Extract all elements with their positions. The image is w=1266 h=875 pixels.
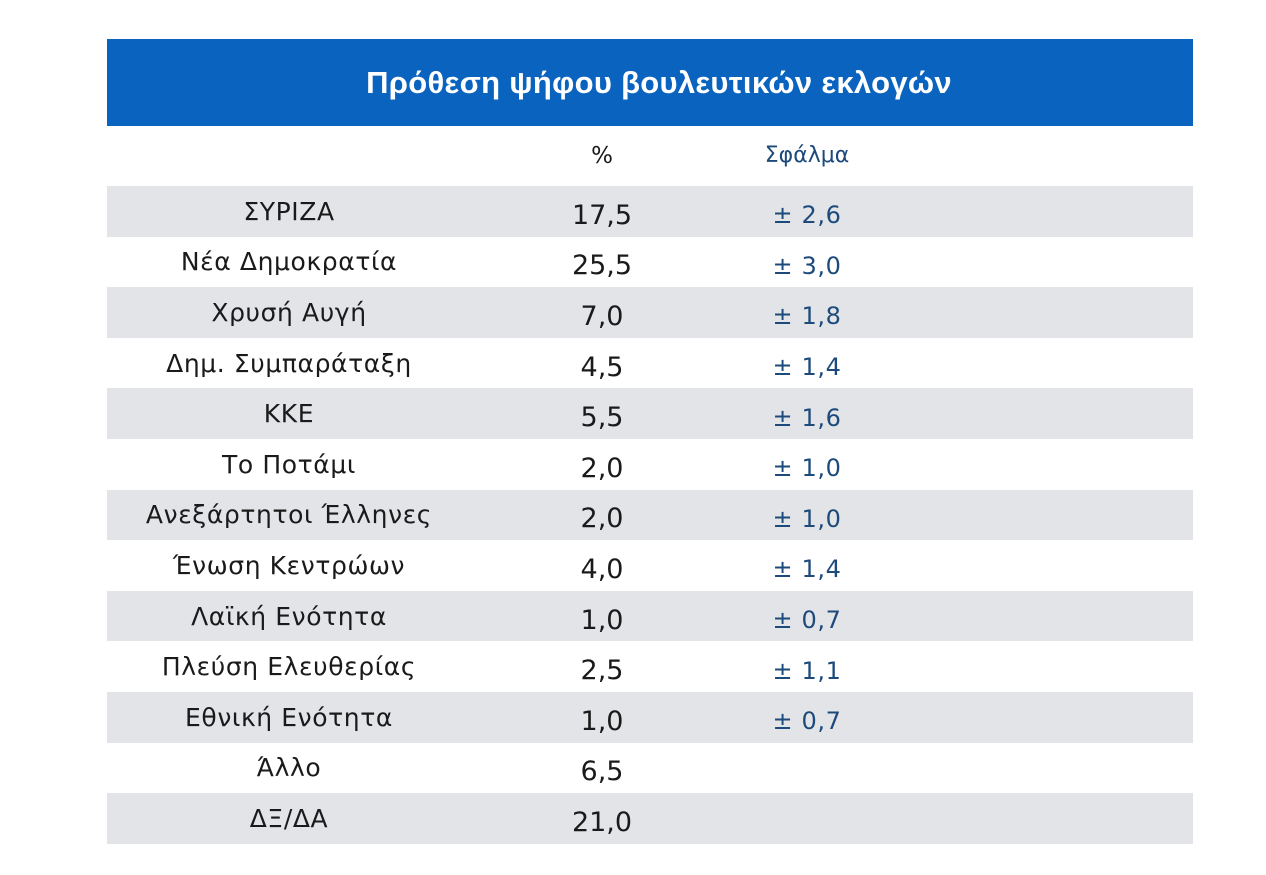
vote-percent: 4,5 (580, 351, 624, 383)
error-margin: ± 0,7 (772, 707, 842, 736)
error-margin (757, 743, 857, 798)
party-name: Άλλο (256, 753, 322, 783)
vote-percent: 21,0 (571, 806, 633, 838)
vote-percent: 6,5 (580, 756, 624, 788)
error-margin: ± 0,7 (772, 606, 842, 635)
error-margin: ± 1,8 (772, 302, 842, 331)
table-body: ΣΥΡΙΖΑ 17,5 ± 2,6 Νέα Δημοκρατία 25,5 ± 3,0 Χρ… (107, 186, 1193, 844)
column-header-percent: % (591, 143, 613, 169)
party-name: Χρυσή Αυγή (211, 297, 367, 327)
party-name: Ανεξάρτητοι Έλληνες (145, 500, 433, 530)
error-margin: ± 1,0 (772, 504, 842, 533)
table-row: Χρυσή Αυγή 7,0 ± 1,8 (107, 287, 1193, 338)
party-name: Εθνική Ενότητα (185, 702, 393, 732)
vote-percent: 25,5 (571, 250, 633, 282)
table-row: Άλλο 6,5 (107, 743, 1193, 794)
table-row: ΣΥΡΙΖΑ 17,5 ± 2,6 (107, 186, 1193, 237)
table-title: Πρόθεση ψήφου βουλευτικών εκλογών (366, 64, 952, 100)
title-bar: Πρόθεση ψήφου βουλευτικών εκλογών (107, 39, 1193, 126)
table-row: Δημ. Συμπαράταξη 4,5 ± 1,4 (107, 338, 1193, 389)
error-margin (757, 793, 857, 848)
party-name: ΣΥΡΙΖΑ (243, 196, 335, 226)
vote-percent: 2,5 (580, 655, 624, 687)
vote-percent: 1,0 (580, 604, 624, 636)
vote-percent: 7,0 (580, 300, 624, 332)
error-margin: ± 1,1 (772, 656, 842, 685)
table-row: Νέα Δημοκρατία 25,5 ± 3,0 (107, 237, 1193, 288)
poll-table: Πρόθεση ψήφου βουλευτικών εκλογών % Σφάλ… (107, 39, 1193, 844)
vote-percent: 2,0 (580, 503, 624, 535)
party-name: Ένωση Κεντρώων (172, 550, 406, 580)
column-header-error: Σφάλμα (764, 143, 850, 168)
column-header-row: % Σφάλμα (107, 126, 1193, 186)
party-name: Το Ποτάμι (222, 449, 356, 479)
party-name: Λαϊκή Ενότητα (191, 601, 387, 631)
table-row: Πλεύση Ελευθερίας 2,5 ± 1,1 (107, 641, 1193, 692)
party-name: Νέα Δημοκρατία (180, 247, 398, 277)
table-row: Το Ποτάμι 2,0 ± 1,0 (107, 439, 1193, 490)
table-row: Εθνική Ενότητα 1,0 ± 0,7 (107, 691, 1193, 743)
vote-percent: 17,5 (571, 199, 633, 231)
table-row: ΔΞ/ΔΑ 21,0 (107, 793, 1193, 844)
error-margin: ± 1,4 (772, 353, 842, 382)
table-row: Ένωση Κεντρώων 4,0 ± 1,4 (107, 540, 1193, 591)
party-name: Δημ. Συμπαράταξη (166, 348, 412, 378)
error-margin: ± 2,6 (772, 201, 842, 230)
error-margin: ± 1,6 (772, 403, 842, 432)
party-name: ΚΚΕ (263, 399, 315, 429)
vote-percent: 5,5 (580, 402, 624, 434)
error-margin: ± 3,0 (772, 251, 842, 280)
vote-percent: 4,0 (580, 553, 624, 585)
error-margin: ± 1,0 (772, 454, 842, 483)
party-name: Πλεύση Ελευθερίας (161, 652, 417, 682)
vote-percent: 1,0 (580, 705, 624, 737)
table-row: Λαϊκή Ενότητα 1,0 ± 0,7 (107, 590, 1193, 642)
table-row: Ανεξάρτητοι Έλληνες 2,0 ± 1,0 (107, 489, 1193, 541)
party-name: ΔΞ/ΔΑ (249, 803, 329, 833)
table-row: ΚΚΕ 5,5 ± 1,6 (107, 388, 1193, 439)
vote-percent: 2,0 (580, 452, 624, 484)
error-margin: ± 1,4 (772, 555, 842, 584)
